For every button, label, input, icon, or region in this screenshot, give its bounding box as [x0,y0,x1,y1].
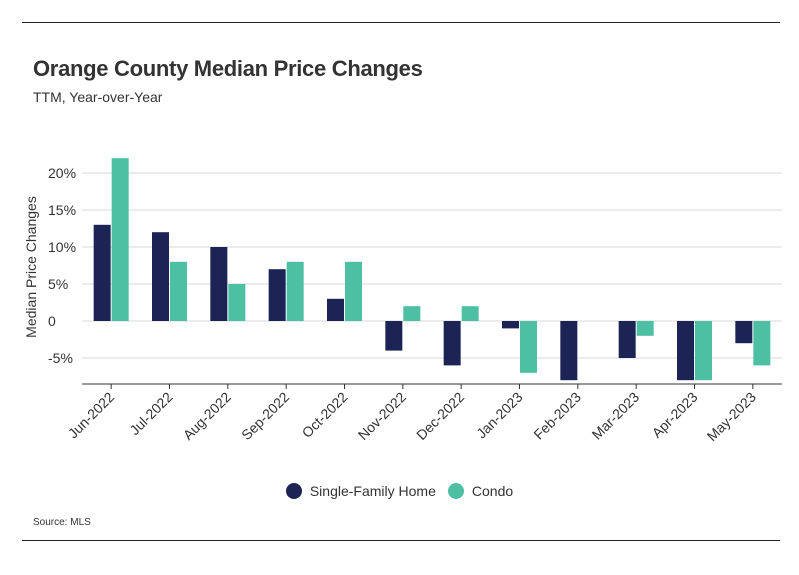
x-tick-label: Dec-2022 [413,389,467,443]
x-tick-label: Sep-2022 [238,389,292,443]
legend-swatch-single-family [285,483,302,499]
y-tick-label: 5% [48,276,68,292]
bar-condo [753,321,771,366]
x-tick-label: Mar-2023 [589,389,643,443]
bottom-rule [22,540,780,541]
x-tick-label: Aug-2022 [180,389,234,443]
bar-single-family [443,321,461,366]
bar-condo [345,261,362,321]
legend: Single-Family Home Condo [0,483,799,499]
chart-subtitle: TTM, Year-over-Year [33,89,163,105]
bar-single-family [327,298,344,321]
x-tick-label: Jun-2022 [65,389,118,442]
bar-single-family [560,321,578,381]
x-tick-label: Jan-2023 [473,389,526,442]
bar-condo [695,321,712,381]
legend-item-single-family: Single-Family Home [285,483,436,499]
legend-swatch-condo [447,483,464,499]
top-rule [22,22,780,23]
legend-label-condo: Condo [471,483,514,499]
bar-condo [403,306,421,321]
x-tick-label: Oct-2022 [299,389,351,441]
bar-condo [461,306,479,321]
legend-item-condo: Condo [447,483,514,499]
y-tick-label: 15% [48,202,76,218]
bar-single-family [677,321,694,381]
bar-single-family [618,321,636,358]
x-tick-label: Nov-2022 [355,389,409,443]
x-tick-label: Jul-2022 [126,389,175,438]
x-tick-label: Feb-2023 [530,389,584,443]
bar-condo [286,261,304,321]
bar-single-family [152,232,169,321]
y-tick-label: 20% [48,165,76,181]
bar-single-family [210,247,228,321]
chart-title: Orange County Median Price Changes [33,56,423,81]
bar-single-family [268,269,286,321]
bar-condo [170,261,187,321]
bar-single-family [502,321,519,329]
y-tick-label: 0 [48,313,56,329]
x-tick-label: Apr-2023 [649,389,701,441]
x-tick-label: May-2023 [704,389,759,444]
legend-label-single-family: Single-Family Home [309,483,436,499]
y-axis-label: Median Price Changes [23,196,39,338]
y-tick-label: -5% [48,350,73,366]
bar-condo [520,321,537,373]
bar-condo [111,158,129,321]
bar-condo [228,284,246,321]
bar-single-family [385,321,403,351]
y-tick-label: 10% [48,239,76,255]
bar-single-family [93,224,111,321]
bar-condo [636,321,654,336]
source-note: Source: MLS [33,517,91,528]
bar-single-family [735,321,753,344]
